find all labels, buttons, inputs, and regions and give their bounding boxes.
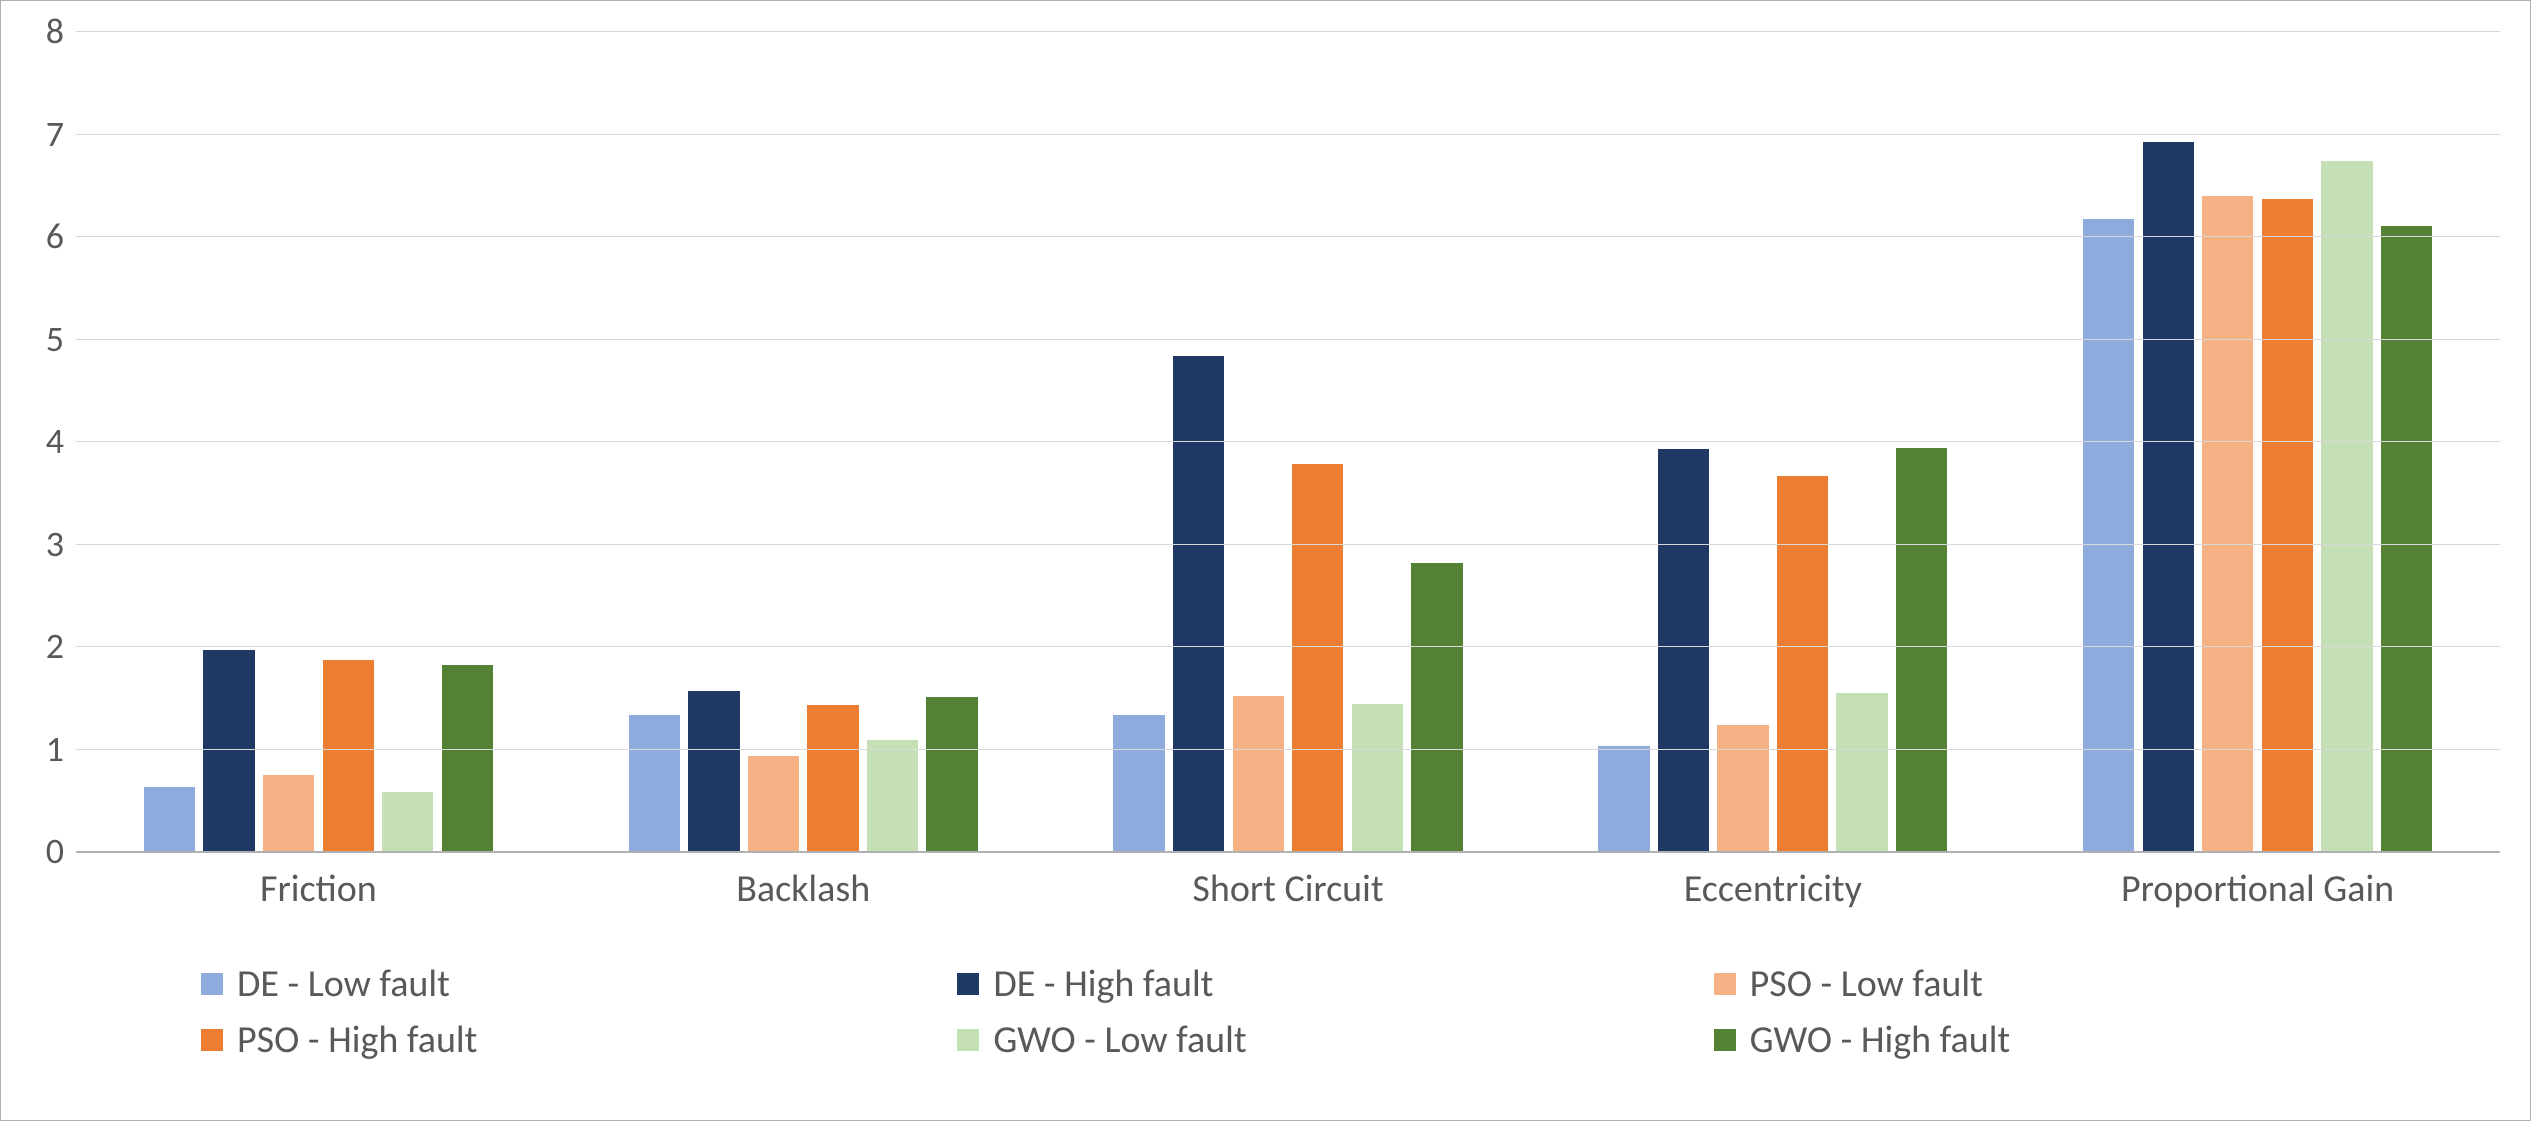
bar bbox=[144, 787, 195, 851]
gridline bbox=[76, 134, 2500, 135]
bar bbox=[1777, 476, 1828, 851]
bar bbox=[2262, 199, 2313, 851]
category-label: Proportional Gain bbox=[2121, 866, 2394, 912]
bar bbox=[323, 660, 374, 851]
category-label: Backlash bbox=[736, 866, 870, 912]
bar bbox=[2143, 142, 2194, 851]
legend-swatch bbox=[201, 1029, 223, 1051]
gridline bbox=[76, 749, 2500, 750]
legend-item: PSO - High fault bbox=[201, 1017, 957, 1063]
bar bbox=[1292, 464, 1343, 851]
bar bbox=[629, 715, 680, 851]
legend-item: DE - Low fault bbox=[201, 961, 957, 1007]
y-tick-label: 4 bbox=[46, 419, 76, 463]
category-axis: Friction Backlash Short Circuit Eccentricit… bbox=[76, 866, 2500, 926]
gridline bbox=[76, 851, 2500, 853]
y-tick-label: 0 bbox=[46, 829, 76, 873]
bar bbox=[867, 740, 918, 851]
gridline bbox=[76, 236, 2500, 237]
gridline bbox=[76, 646, 2500, 647]
bar bbox=[2202, 196, 2253, 851]
bar bbox=[1173, 356, 1224, 851]
gridline bbox=[76, 31, 2500, 32]
legend-label: DE - Low fault bbox=[237, 961, 450, 1007]
y-tick-label: 1 bbox=[46, 727, 76, 771]
bar bbox=[263, 775, 314, 851]
bar bbox=[1836, 693, 1887, 851]
gridline bbox=[76, 441, 2500, 442]
legend-item: GWO - Low fault bbox=[957, 1017, 1713, 1063]
gridline bbox=[76, 339, 2500, 340]
plot-area: 012345678 bbox=[76, 31, 2500, 851]
bar bbox=[382, 792, 433, 851]
legend: DE - Low fault DE - High fault PSO - Low f… bbox=[201, 961, 2470, 1063]
bar bbox=[2381, 226, 2432, 851]
bar bbox=[807, 705, 858, 851]
y-tick-label: 8 bbox=[46, 9, 76, 53]
bar bbox=[1113, 715, 1164, 851]
y-tick-label: 3 bbox=[46, 522, 76, 566]
bar bbox=[748, 756, 799, 851]
bar bbox=[1658, 449, 1709, 851]
legend-swatch bbox=[1714, 1029, 1736, 1051]
legend-label: DE - High fault bbox=[993, 961, 1213, 1007]
bar bbox=[203, 650, 254, 851]
bar bbox=[1598, 746, 1649, 851]
bar bbox=[926, 697, 977, 851]
bar bbox=[1411, 563, 1462, 851]
legend-swatch bbox=[957, 1029, 979, 1051]
bar bbox=[1717, 725, 1768, 851]
bar bbox=[1233, 696, 1284, 851]
legend-label: GWO - Low fault bbox=[993, 1017, 1246, 1063]
bar bbox=[442, 665, 493, 851]
legend-label: PSO - High fault bbox=[237, 1017, 477, 1063]
y-tick-label: 5 bbox=[46, 317, 76, 361]
gridline bbox=[76, 544, 2500, 545]
legend-item: GWO - High fault bbox=[1714, 1017, 2470, 1063]
chart-container: 012345678 FrictionBacklashShort CircuitE… bbox=[0, 0, 2531, 1121]
legend-label: GWO - High fault bbox=[1750, 1017, 2011, 1063]
category-label: Short Circuit bbox=[1192, 866, 1383, 912]
legend-swatch bbox=[201, 973, 223, 995]
y-tick-label: 2 bbox=[46, 624, 76, 668]
y-tick-label: 6 bbox=[46, 214, 76, 258]
legend-item: DE - High fault bbox=[957, 961, 1713, 1007]
bar bbox=[1352, 704, 1403, 851]
category-label: Friction bbox=[260, 866, 377, 912]
legend-swatch bbox=[1714, 973, 1736, 995]
legend-item: PSO - Low fault bbox=[1714, 961, 2470, 1007]
bar bbox=[1896, 448, 1947, 851]
category-label: Eccentricity bbox=[1684, 866, 1862, 912]
legend-label: PSO - Low fault bbox=[1750, 961, 1983, 1007]
bar bbox=[2083, 219, 2134, 851]
y-tick-label: 7 bbox=[46, 112, 76, 156]
legend-swatch bbox=[957, 973, 979, 995]
bar bbox=[688, 691, 739, 851]
